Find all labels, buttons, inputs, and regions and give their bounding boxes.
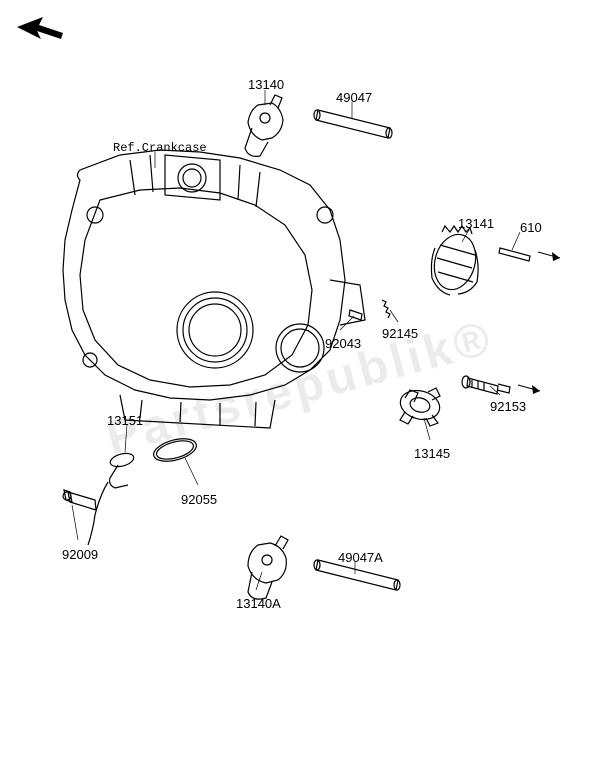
part-label-13140: 13140 [248,77,284,92]
part-label-92153: 92153 [490,399,526,414]
part-label-92009: 92009 [62,547,98,562]
part-label-13140A: 13140A [236,596,281,611]
part-label-13141: 13141 [458,216,494,231]
part-label-610: 610 [520,220,542,235]
part-label-49047A: 49047A [338,550,383,565]
part-label-92145: 92145 [382,326,418,341]
part-label-13151: 13151 [107,413,143,428]
part-label-49047: 49047 [336,90,372,105]
part-label-92055: 92055 [181,492,217,507]
part-label-13145: 13145 [414,446,450,461]
part-label-92043: 92043 [325,336,361,351]
reference-label: Ref.Crankcase [113,141,207,155]
parts-diagram [0,0,600,775]
